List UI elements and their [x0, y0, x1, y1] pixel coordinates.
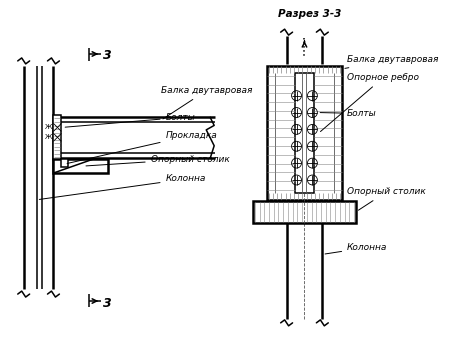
Bar	[54, 159, 108, 173]
Bar	[267, 66, 342, 200]
Text: Опорный столик: Опорный столик	[86, 155, 229, 166]
Text: Колонна: Колонна	[39, 175, 206, 200]
Text: Ж: Ж	[45, 124, 53, 130]
Bar	[253, 201, 356, 223]
Text: 3: 3	[103, 49, 112, 62]
Text: Болты: Болты	[320, 109, 377, 118]
Bar	[62, 159, 68, 167]
Text: Колонна: Колонна	[325, 243, 388, 254]
Text: Опорный столик: Опорный столик	[347, 187, 426, 210]
Text: Ж: Ж	[45, 134, 53, 140]
Text: Балка двутавровая: Балка двутавровая	[161, 86, 252, 119]
Text: Балка двутавровая: Балка двутавровая	[345, 55, 438, 69]
Text: Опорное ребро: Опорное ребро	[320, 73, 419, 132]
Text: Болты: Болты	[65, 113, 195, 127]
Text: Прокладка: Прокладка	[67, 131, 217, 164]
Bar	[294, 73, 314, 193]
Text: 3: 3	[103, 296, 112, 310]
Bar	[54, 115, 62, 160]
Text: Разрез 3-3: Разрез 3-3	[278, 9, 341, 19]
